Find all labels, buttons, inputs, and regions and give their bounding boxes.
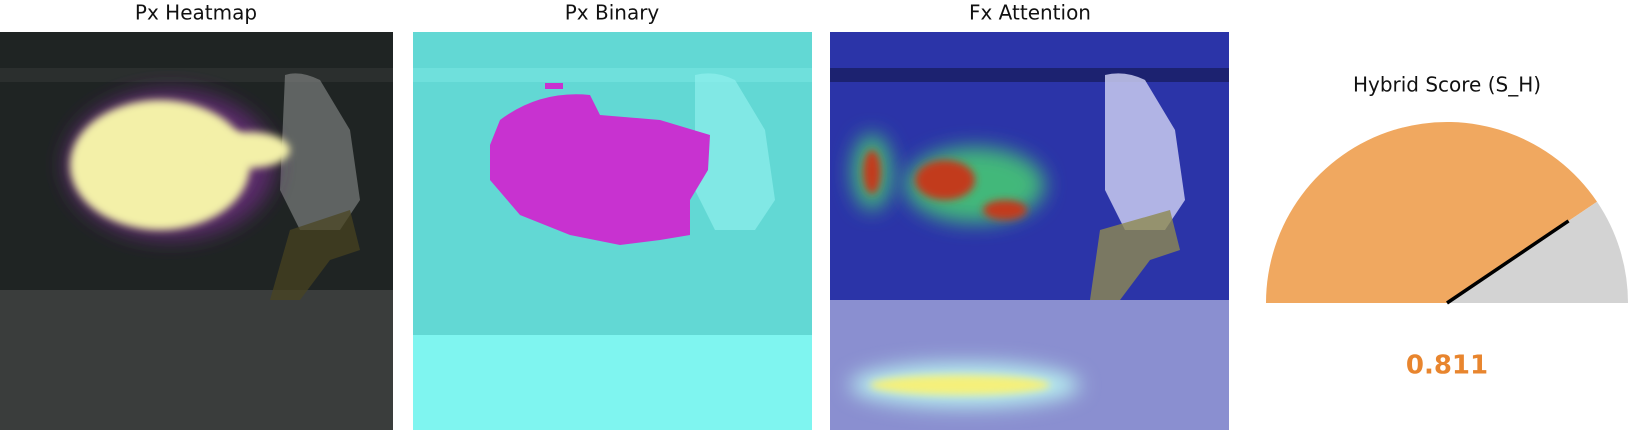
gauge-needle <box>1446 219 1570 305</box>
gauge-value: 0.811 <box>1406 351 1488 381</box>
binary-image <box>413 32 812 430</box>
heatmap-image <box>0 32 393 430</box>
gauge-title: Hybrid Score (S_H) <box>1353 73 1541 97</box>
gauge: Hybrid Score (S_H) 0.811 <box>1266 73 1628 381</box>
panel-title: Px Heatmap <box>135 1 257 25</box>
panel-title: Px Binary <box>565 1 660 25</box>
panel-title: Fx Attention <box>969 1 1091 25</box>
attention-image <box>830 32 1229 430</box>
gauge-rest <box>1447 201 1628 303</box>
gauge-fill <box>1266 121 1598 304</box>
